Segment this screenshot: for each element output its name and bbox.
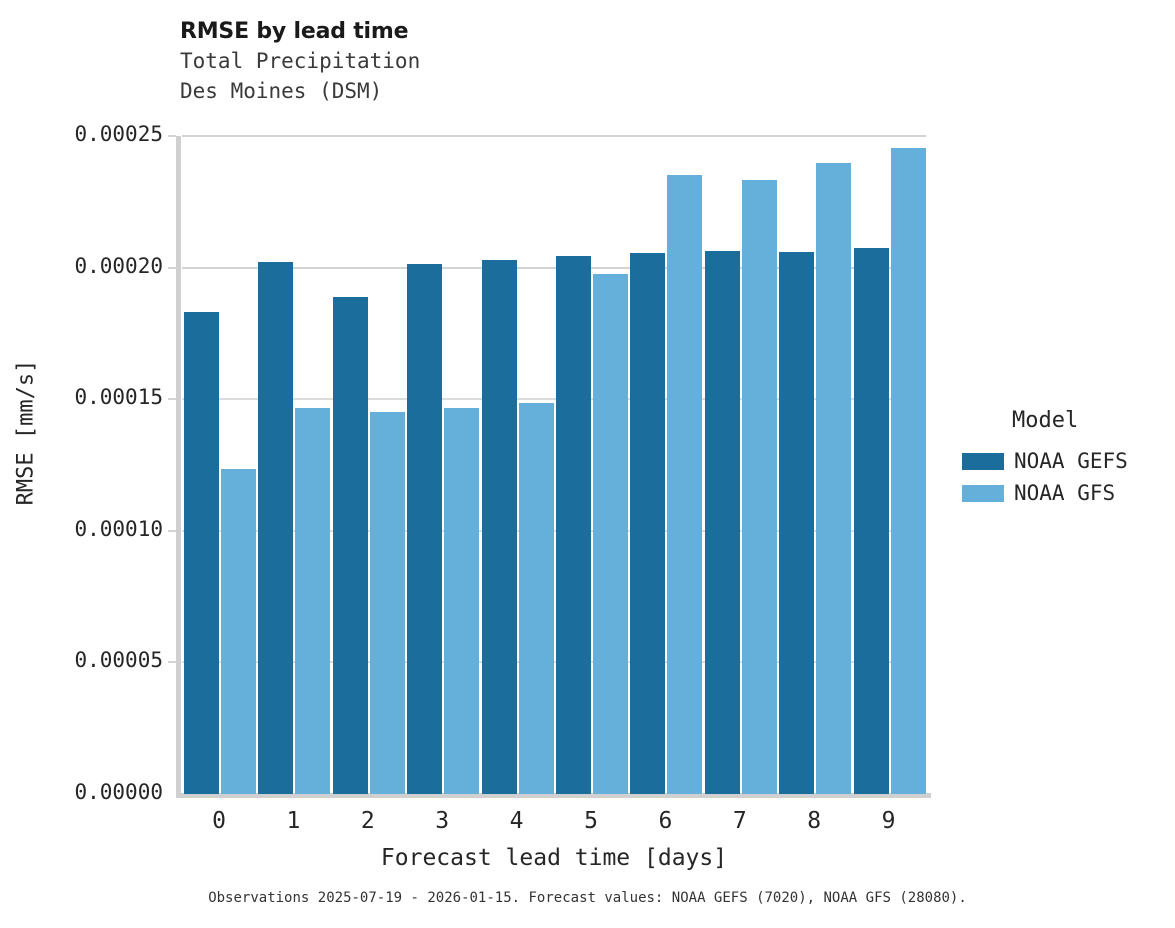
y-tick-label: 0.00025	[74, 122, 163, 146]
x-axis-line	[176, 793, 931, 798]
title-block: RMSE by lead time Total Precipitation De…	[180, 18, 980, 106]
gridline	[182, 529, 926, 532]
bar-noaa-gfs-day-6	[667, 174, 703, 794]
x-tick-label-8: 8	[807, 808, 822, 834]
bar-noaa-gfs-day-7	[741, 180, 777, 794]
y-tick-mark	[168, 529, 176, 532]
footer-note: Observations 2025-07-19 - 2026-01-15. Fo…	[208, 890, 967, 906]
chart-subtitle-variable: Total Precipitation	[180, 49, 421, 73]
bar-noaa-gefs-day-6	[630, 253, 666, 794]
y-tick-mark	[168, 266, 176, 269]
page-title: RMSE by lead time	[180, 19, 409, 44]
legend-title: Model	[1012, 408, 1079, 433]
bar-noaa-gefs-day-2	[332, 296, 368, 794]
y-tick-label: 0.00010	[74, 516, 163, 541]
x-tick-label-5: 5	[584, 808, 598, 834]
y-tick-mark	[168, 661, 176, 664]
legend-rows: NOAA GEFS NOAA GFS	[962, 445, 1172, 509]
bar-noaa-gefs-day-9	[853, 248, 889, 794]
legend-item-noaa-gefs[interactable]: NOAA GEFS	[962, 445, 1172, 477]
x-tick-label-4: 4	[509, 808, 524, 834]
bar-noaa-gfs-day-0	[221, 468, 256, 794]
gridline	[182, 266, 926, 269]
y-tick-mark	[168, 135, 176, 137]
gridline	[182, 398, 926, 401]
x-tick-label-1: 1	[286, 808, 301, 834]
plot-area	[182, 135, 926, 794]
legend-label: NOAA GEFS	[1014, 449, 1128, 473]
gridline	[182, 135, 926, 137]
bar-noaa-gfs-day-9	[890, 147, 926, 794]
x-tick-label-6: 6	[658, 808, 673, 834]
y-tick-label: 0.00005	[74, 648, 163, 673]
chart-subtitle-location: Des Moines (DSM)	[180, 79, 383, 103]
bar-noaa-gfs-day-8	[816, 162, 852, 794]
y-axis-line	[176, 136, 181, 794]
legend-label: NOAA GFS	[1014, 481, 1116, 505]
x-tick-label-3: 3	[435, 808, 450, 834]
legend-item-noaa-gfs[interactable]: NOAA GFS	[962, 477, 1172, 509]
legend-swatch-icon	[962, 452, 1004, 470]
x-tick-label-0: 0	[212, 808, 226, 834]
x-tick-label-7: 7	[732, 808, 747, 834]
bar-noaa-gefs-day-5	[556, 255, 591, 794]
bar-noaa-gefs-day-8	[779, 252, 815, 794]
bar-noaa-gfs-day-2	[369, 412, 405, 794]
x-tick-label-9: 9	[881, 808, 896, 834]
bar-noaa-gefs-day-1	[258, 261, 294, 794]
y-tick-label: 0.00020	[74, 253, 163, 278]
x-tick-label-2: 2	[360, 808, 375, 834]
bar-noaa-gefs-day-4	[481, 260, 517, 794]
y-tick-mark	[168, 398, 176, 401]
bar-noaa-gefs-day-3	[407, 263, 443, 794]
bar-noaa-gfs-day-5	[593, 273, 628, 794]
bar-noaa-gefs-day-0	[184, 311, 219, 794]
y-tick-label: 0.00000	[74, 780, 163, 804]
y-tick-label: 0.00015	[74, 385, 163, 410]
y-axis-label: RMSE [mm/s]	[13, 359, 39, 506]
legend-swatch-icon	[962, 484, 1004, 502]
legend: Model NOAA GEFS NOAA GFS	[962, 408, 1172, 509]
gridline	[182, 661, 926, 664]
bar-noaa-gfs-day-3	[444, 408, 480, 794]
x-axis-label: Forecast lead time [days]	[380, 845, 728, 871]
bar-noaa-gfs-day-4	[518, 402, 554, 794]
bar-noaa-gfs-day-1	[295, 407, 331, 794]
bar-noaa-gefs-day-7	[704, 251, 740, 794]
